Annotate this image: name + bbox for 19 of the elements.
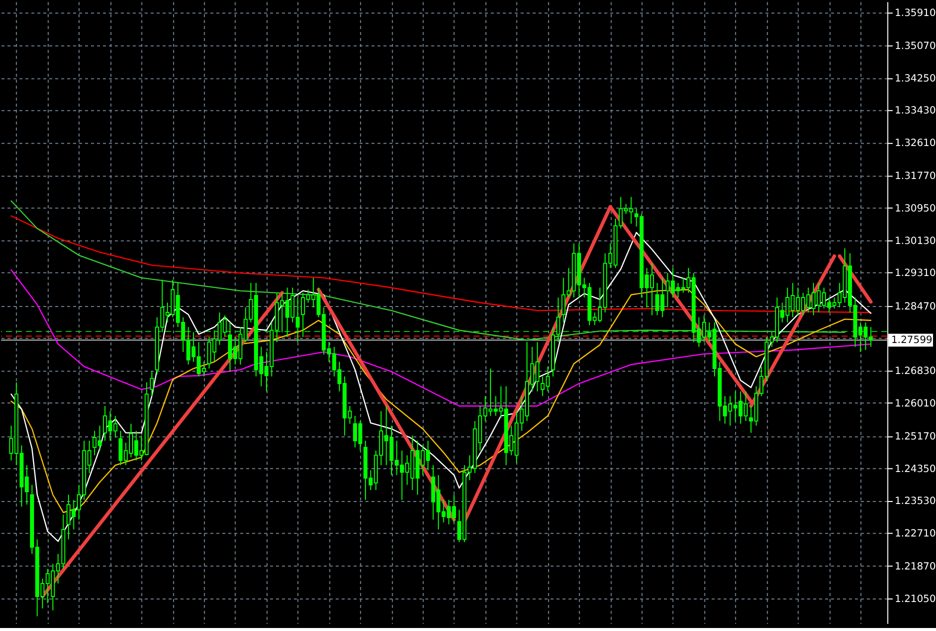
y-tick-label: 1.24350 [894,464,936,475]
y-tick-label: 1.25170 [894,431,936,442]
y-tick-label: 1.21870 [894,562,936,573]
y-tick-label: 1.23530 [894,496,936,508]
y-tick-label: 1.33430 [894,106,936,117]
y-tick-label: 1.26010 [894,398,936,410]
y-tick-label: 1.35070 [894,40,936,52]
y-tick-label: 1.28470 [894,301,936,312]
y-tick-label: 1.34250 [894,73,936,84]
ref-line-label: 1.27599 [891,335,932,346]
y-tick-label: 1.30130 [894,236,936,247]
y-tick-label: 1.22710 [894,528,936,540]
y-tick-label: 1.21050 [894,594,936,605]
y-tick-label: 1.29310 [894,268,936,280]
y-tick-label: 1.32610 [894,138,936,149]
y-tick-label: 1.30950 [894,203,936,214]
y-tick-label: 1.35910 [894,8,936,19]
y-tick-label: 1.31770 [894,171,936,182]
y-tick-label: 1.26830 [894,366,936,377]
